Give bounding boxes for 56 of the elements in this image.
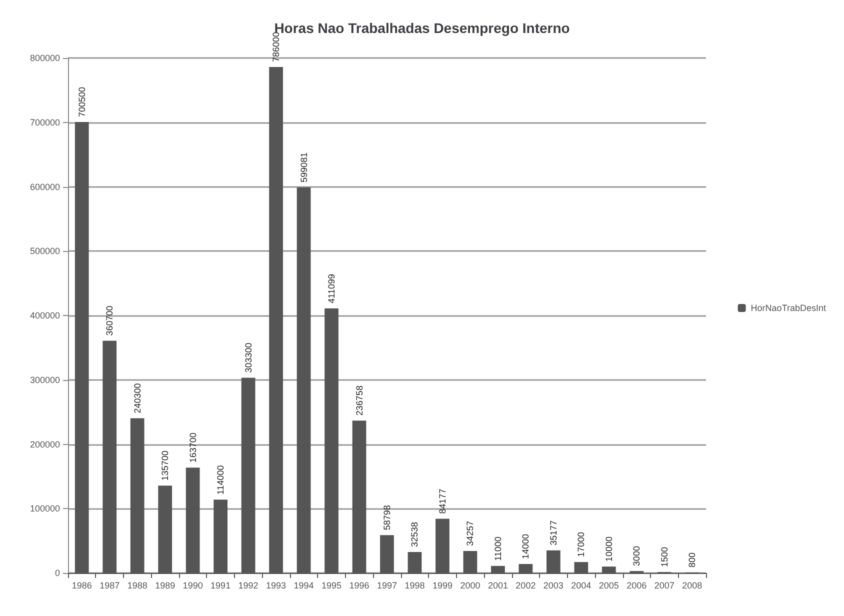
data-label: 700500	[76, 87, 87, 118]
data-label: 10000	[604, 536, 614, 562]
x-tick-label: 2001	[488, 580, 508, 590]
data-label: 58798	[382, 505, 392, 530]
x-tick-label: 1993	[266, 580, 286, 590]
x-tick-label: 2002	[516, 580, 536, 590]
data-label: 786000	[271, 32, 282, 62]
x-tick-label: 1992	[238, 580, 258, 590]
y-tick-label: 400000	[30, 310, 60, 320]
x-tick-label: 1986	[72, 580, 92, 590]
data-label: 32538	[410, 522, 420, 548]
y-tick-label: 800000	[30, 53, 60, 63]
data-label: 236758	[354, 386, 364, 416]
data-label: 800	[687, 552, 698, 568]
data-label: 34257	[465, 520, 476, 546]
data-label: 303300	[243, 342, 254, 373]
x-tick-label: 2004	[571, 580, 592, 590]
data-label: 84177	[437, 488, 448, 514]
x-tick-label: 2006	[626, 580, 647, 590]
data-label: 1500	[659, 547, 670, 568]
data-label: 11000	[492, 536, 503, 561]
data-label: 599081	[298, 152, 309, 182]
x-tick-label: 2008	[682, 580, 702, 590]
y-tick-label: 300000	[30, 374, 60, 385]
x-tick-label: 1990	[182, 580, 203, 590]
y-tick-label: 600000	[30, 182, 60, 192]
y-tick-label: 700000	[30, 117, 60, 128]
y-tick-label: 100000	[30, 504, 60, 514]
x-tick-label: 2005	[598, 580, 619, 590]
x-tick-label: 1995	[322, 580, 342, 590]
x-tick-label: 1994	[294, 580, 314, 590]
x-tick-label: 1989	[155, 580, 176, 590]
x-tick-label: 1999	[432, 580, 452, 590]
x-tick-label: 1991	[210, 580, 231, 590]
data-label: 17000	[576, 532, 586, 558]
x-tick-label: 2007	[654, 580, 674, 590]
data-label: 411099	[326, 274, 337, 304]
x-tick-label: 2000	[460, 580, 480, 590]
y-tick-label: 0	[54, 568, 60, 578]
data-label: 14000	[520, 534, 531, 559]
data-label: 240300	[132, 383, 142, 414]
data-label: 114000	[216, 465, 226, 495]
legend-label: HorNaoTrabDesInt	[750, 303, 826, 313]
y-tick-label: 500000	[30, 246, 60, 256]
x-tick-label: 1997	[376, 580, 398, 590]
x-tick-label: 1996	[349, 580, 370, 590]
data-label: 360700	[104, 306, 115, 336]
y-tick-label: 200000	[30, 439, 60, 450]
x-tick-label: 1988	[127, 580, 148, 590]
x-tick-label: 2003	[543, 580, 564, 590]
data-label: 3000	[632, 546, 642, 566]
x-tick-label: 1998	[404, 580, 425, 590]
data-label: 163700	[188, 432, 198, 463]
data-label: 35177	[548, 520, 558, 546]
x-tick-label: 1987	[100, 580, 120, 590]
data-label: 135700	[160, 450, 170, 481]
